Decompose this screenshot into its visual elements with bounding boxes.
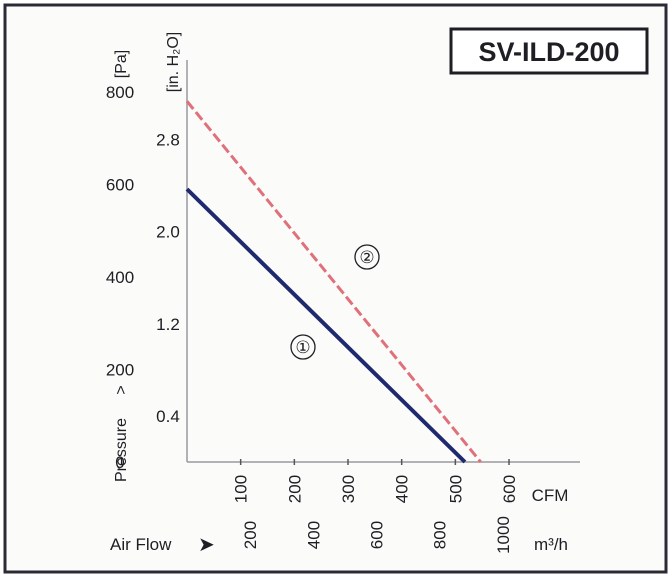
series-marker-ring (354, 244, 380, 270)
y-tick-label-pa: 400 (106, 268, 134, 287)
x-ticks-cfm: 100 200 300 400 500 600 (232, 459, 519, 503)
x-tick-label-cfm: 400 (393, 475, 412, 503)
x-tick-label-cfm: 500 (446, 475, 465, 503)
model-badge: SV-ILD-200 (449, 27, 649, 75)
y-tick-label-pa: 200 (106, 361, 134, 380)
series-label: ① (295, 338, 310, 357)
y-tick-label-inh2o: 2.8 (156, 130, 180, 149)
model-label: SV-ILD-200 (478, 37, 619, 67)
y-axis-unit-inh2o: [in. H₂O] (165, 32, 182, 92)
x-tick-label-m3h: 600 (367, 521, 386, 549)
series-label: ② (359, 248, 374, 267)
x-tick-label-cfm: 100 (232, 475, 251, 503)
x-ticks-m3h: 200 400 600 800 1000 (241, 516, 513, 554)
x-tick-label-cfm: 200 (285, 475, 304, 503)
x-tick-label-m3h: 200 (241, 521, 260, 549)
y-tick-label-inh2o: 1.2 (156, 315, 180, 334)
y-axis-unit-pa: [Pa] (113, 50, 130, 78)
y-tick-label-pa: 600 (106, 176, 134, 195)
y-ticks-inh2o: 2.8 2.0 1.2 0.4 (156, 130, 180, 425)
x-axis-unit-cfm: CFM (532, 486, 569, 505)
y-axis-title-arrow: > (113, 385, 130, 394)
y-axis-title-text: Pressure (113, 418, 130, 482)
x-tick-label-m3h: 400 (304, 521, 323, 549)
x-axis-title: Air Flow (110, 535, 172, 554)
x-tick-label-cfm: 300 (339, 475, 358, 503)
x-axis-unit-m3h: m³/h (534, 535, 568, 554)
series-marker-ring (290, 334, 316, 360)
x-tick-label-cfm: 600 (500, 475, 519, 503)
series-labels: ①② (290, 244, 380, 360)
y-tick-label-inh2o: 2.0 (156, 223, 180, 242)
x-tick-label-m3h: 800 (431, 521, 450, 549)
x-axis-title-arrow: ➤ (198, 534, 215, 556)
y-tick-label-pa: 800 (106, 83, 134, 102)
series-layer (185, 100, 482, 464)
chart-frame (3, 3, 668, 574)
series-line-1 (185, 187, 467, 464)
y-tick-label-inh2o: 0.4 (156, 407, 180, 426)
y-ticks-pa: 800 600 400 200 0 (106, 83, 134, 472)
series-line-2 (185, 100, 482, 463)
x-tick-label-m3h: 1000 (494, 516, 513, 554)
y-axis-title: Pressure > (113, 385, 130, 482)
y-tick-label-pa: 0 (115, 453, 124, 472)
